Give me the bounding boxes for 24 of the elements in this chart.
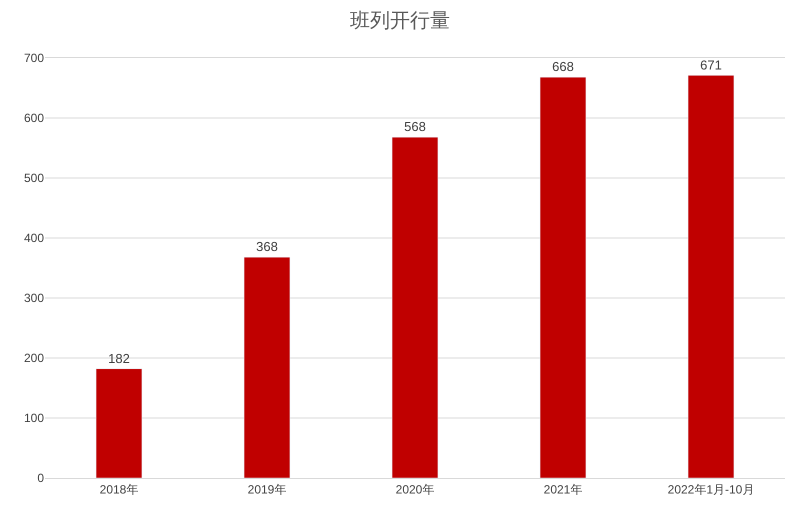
bar [392, 136, 438, 478]
y-tick-label: 600 [24, 111, 44, 126]
x-tick-label: 2022年1月-10月 [668, 482, 754, 496]
y-tick-label: 200 [24, 351, 44, 366]
data-label: 368 [256, 239, 278, 254]
bar [540, 76, 586, 478]
y-tick-label: 100 [24, 411, 44, 426]
x-tick-label: 2020年 [396, 482, 434, 496]
data-label: 568 [404, 119, 426, 134]
y-tick-label: 400 [24, 231, 44, 246]
x-tick-label: 2018年 [100, 482, 138, 496]
data-label: 668 [552, 59, 574, 74]
y-tick-label: 700 [24, 51, 44, 66]
y-tick-label: 500 [24, 171, 44, 186]
y-tick-label: 0 [37, 471, 44, 486]
bar [244, 256, 290, 478]
data-label: 671 [700, 57, 722, 72]
data-label: 182 [108, 350, 130, 366]
bar [688, 75, 734, 478]
x-tick-label: 2019年 [248, 482, 286, 496]
bar [96, 368, 142, 478]
x-tick-label: 2021年 [544, 482, 582, 496]
y-tick-label: 300 [24, 291, 44, 306]
chart-title: 班列开行量 [350, 10, 450, 32]
